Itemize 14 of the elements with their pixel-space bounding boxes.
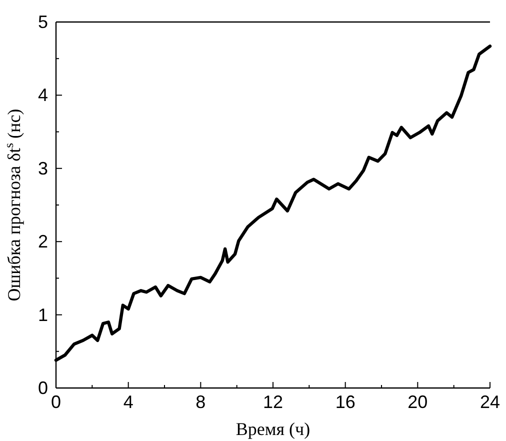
y-tick-label: 3	[38, 158, 48, 178]
x-tick-label: 24	[480, 392, 500, 412]
x-tick-label: 12	[262, 392, 284, 412]
x-tick-label: 4	[123, 392, 134, 412]
y-tick-label: 5	[38, 12, 48, 32]
y-tick-label: 4	[38, 85, 48, 106]
y-tick-label: 1	[38, 304, 48, 325]
x-axis-title: Время (ч)	[236, 419, 310, 439]
y-tick-label: 0	[38, 378, 48, 398]
x-tick-label: 8	[196, 392, 206, 412]
x-tick-label: 16	[335, 392, 356, 412]
x-tick-label: 20	[408, 392, 428, 412]
x-tick-label: 0	[50, 392, 62, 412]
y-tick-label: 2	[38, 232, 48, 252]
